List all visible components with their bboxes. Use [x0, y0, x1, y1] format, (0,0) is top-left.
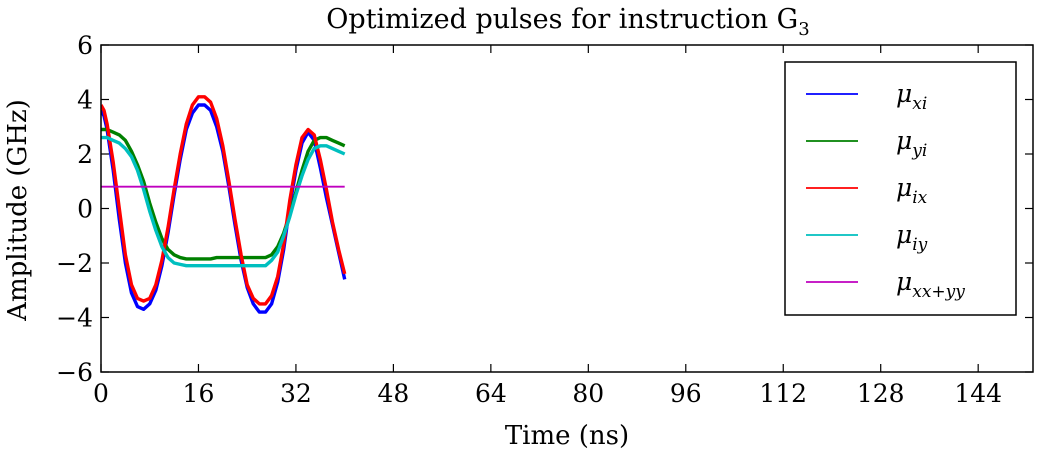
legend-entry-subscript: iy: [912, 235, 927, 255]
legend-entry-subscript: xx+yy: [912, 282, 965, 302]
series-line-ix: [101, 95, 347, 306]
chart-title-text: Optimized pulses for instruction G: [326, 4, 798, 35]
series-line-xi: [101, 103, 347, 314]
legend-entry-symbol: μ: [896, 79, 912, 108]
legend-entry: μix: [896, 173, 928, 208]
y-tick-label: 2: [77, 140, 93, 169]
series-line-yi: [101, 127, 346, 261]
legend-entry-symbol: μ: [896, 126, 912, 155]
x-tick-label: 128: [857, 379, 905, 408]
x-tick-label: 32: [280, 379, 312, 408]
y-tick-label: −6: [56, 358, 93, 387]
x-tick-label: 64: [475, 379, 507, 408]
y-tick-label: −4: [56, 304, 93, 333]
plot-area: 0 16 32 48 64 80 96 112 128 144 −6 −4 −2 0 2 4 6: [56, 31, 1034, 408]
legend-entry: μxi: [896, 79, 927, 114]
series-line-iy: [101, 135, 346, 268]
y-tick-label: 6: [77, 31, 93, 60]
legend-entry-symbol: μ: [896, 220, 912, 249]
series-layer: [101, 95, 347, 314]
legend-entry-symbol: μ: [896, 267, 912, 296]
x-tick-label: 112: [759, 379, 807, 408]
legend-entry: μxx+yy: [896, 267, 965, 302]
x-tick-label: 0: [93, 379, 109, 408]
x-tick-label: 96: [670, 379, 702, 408]
legend-entry-subscript: xi: [912, 94, 927, 114]
ticks-layer: 0 16 32 48 64 80 96 112 128 144 −6 −4 −2 0 2 4 6: [56, 31, 1033, 408]
x-tick-label: 80: [572, 379, 604, 408]
x-axis-label: Time (ns): [505, 421, 629, 451]
chart-title-subscript: 3: [798, 19, 809, 40]
x-tick-label: 16: [183, 379, 215, 408]
legend-entry-subscript: yi: [911, 141, 927, 161]
y-tick-label: 4: [77, 86, 93, 115]
y-tick-label: −2: [56, 249, 93, 278]
x-tick-label: 48: [377, 379, 409, 408]
x-tick-label: 144: [954, 379, 1002, 408]
legend-entry: μyi: [896, 126, 927, 161]
legend-entry-subscript: ix: [912, 188, 927, 208]
y-axis-label: Amplitude (GHz): [3, 99, 33, 322]
y-tick-label: 0: [77, 195, 93, 224]
legend-entry-symbol: μ: [896, 173, 912, 202]
legend-entry: μiy: [896, 220, 928, 255]
chart-title: Optimized pulses for instruction G3: [326, 4, 809, 40]
